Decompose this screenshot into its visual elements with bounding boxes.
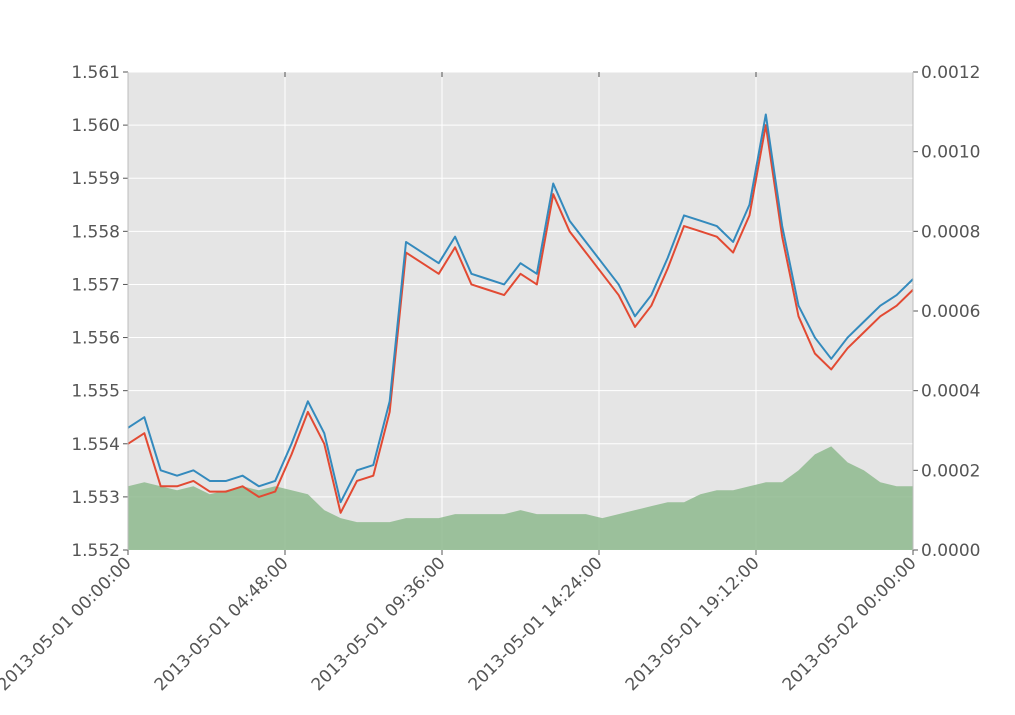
x-tick-label: 2013-05-01 04:48:00 [151,553,293,695]
series-area-2 [128,446,913,550]
series-line-0 [127,113,914,504]
y-right-tick-label: 0.0006 [921,302,980,322]
x-tick-label: 2013-05-01 14:24:00 [465,553,607,695]
y-left-tick-label: 1.558 [71,222,120,242]
y-left-tick-label: 1.552 [71,541,120,561]
y-right-tick-label: 0.0008 [921,222,980,242]
series-line-1 [127,124,914,514]
y-left-tick-label: 1.556 [71,329,120,349]
y-left-tick-label: 1.553 [71,488,120,508]
y-right-tick-label: 0.0012 [921,63,980,83]
x-tick-label: 2013-05-01 00:00:00 [0,553,136,695]
y-right-tick-label: 0.0010 [921,143,980,163]
y-left-tick-label: 1.554 [71,435,120,455]
y-right-tick-label: 0.0000 [921,541,980,561]
y-left-tick-label: 1.560 [71,116,120,136]
plot-background [128,72,913,550]
x-tick-label: 2013-05-01 19:12:00 [622,553,764,695]
y-left-tick-label: 1.559 [71,169,120,189]
x-tick-label: 2013-05-01 09:36:00 [308,553,450,695]
y-left-tick-label: 1.555 [71,382,120,402]
y-right-tick-label: 0.0002 [921,461,980,481]
axes [127,72,914,550]
y-left-tick-label: 1.561 [71,63,120,83]
y-left-tick-label: 1.557 [71,275,120,295]
x-tick-label: 2013-05-02 00:00:00 [779,553,921,695]
y-right-tick-label: 0.0004 [921,382,980,402]
chart-marks [127,113,914,550]
